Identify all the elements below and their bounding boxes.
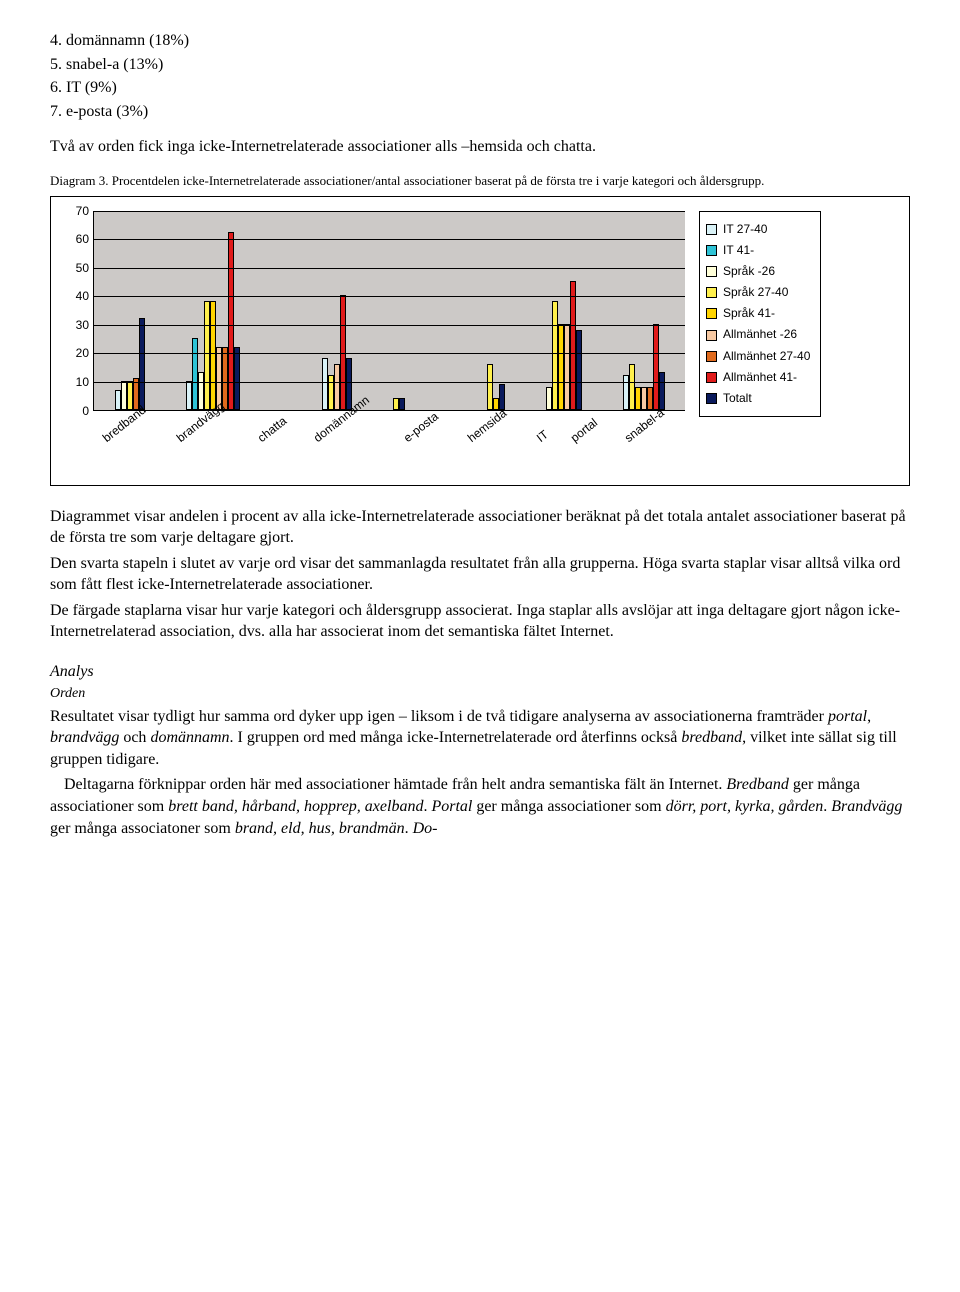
body-paragraph: Den svarta stapeln i slutet av varje ord… <box>50 553 910 596</box>
legend-swatch <box>706 224 717 235</box>
bar <box>234 347 240 410</box>
italic-term: Bredband <box>726 776 789 793</box>
list-item: 4. domännamn (18%) <box>50 30 910 52</box>
chart-plot <box>93 211 685 411</box>
italic-term: brett band, hårband, hopprep, axelband <box>168 798 423 815</box>
x-tick-label: hemsida <box>464 405 534 477</box>
bar-group <box>186 232 240 409</box>
italic-term: Brandvägg <box>831 798 902 815</box>
x-tick-label: bredband <box>99 401 173 476</box>
legend-label: IT 41- <box>723 241 754 260</box>
legend-swatch <box>706 393 717 404</box>
y-tick-label: 50 <box>65 260 89 276</box>
italic-term: brand, eld, hus, brandmän <box>235 820 405 837</box>
bar-group <box>393 398 405 409</box>
y-tick-label: 60 <box>65 231 89 247</box>
legend-item: Allmänhet -26 <box>706 325 810 344</box>
legend-item: IT 41- <box>706 241 810 260</box>
analysis-paragraph: Resultatet visar tydligt hur samma ord d… <box>50 706 910 771</box>
grid-line <box>94 239 685 240</box>
italic-term: brandvägg <box>50 729 119 746</box>
legend-label: Språk 27-40 <box>723 283 788 302</box>
legend-swatch <box>706 372 717 383</box>
text: ger många associatoner som <box>50 820 235 837</box>
text: . <box>405 820 413 837</box>
analysis-paragraph: Deltagarna förknippar orden här med asso… <box>50 774 910 839</box>
chart-area: 010203040506070 bredbandbrandväggchattad… <box>65 211 685 471</box>
legend-label: IT 27-40 <box>723 220 767 239</box>
grid-line <box>94 325 685 326</box>
text: Deltagarna förknippar orden här med asso… <box>64 776 726 793</box>
legend-label: Totalt <box>723 389 752 408</box>
text: och <box>119 729 150 746</box>
list-item: 5. snabel-a (13%) <box>50 54 910 76</box>
italic-term: portal <box>828 708 867 725</box>
chart-caption: Diagram 3. Procentdelen icke-Internetrel… <box>50 172 910 190</box>
bar-group <box>546 281 582 410</box>
text: Resultatet visar tydligt hur samma ord d… <box>50 708 828 725</box>
y-tick-label: 20 <box>65 345 89 361</box>
legend-item: Totalt <box>706 389 810 408</box>
chart-legend: IT 27-40 IT 41- Språk -26 Språk 27-40 Språk … <box>699 211 821 418</box>
text: ger många associationer som <box>472 798 665 815</box>
legend-label: Språk -26 <box>723 262 775 281</box>
legend-label: Allmänhet -26 <box>723 325 797 344</box>
legend-item: Språk 41- <box>706 304 810 323</box>
bar <box>399 398 405 409</box>
body-paragraph: Diagrammet visar andelen i procent av al… <box>50 506 910 549</box>
grid-line <box>94 211 685 212</box>
italic-term: Portal <box>431 798 472 815</box>
x-tick-label: portal <box>568 414 626 477</box>
text: . I gruppen ord med många icke-Internetr… <box>230 729 682 746</box>
bar-group <box>487 364 505 410</box>
legend-item: IT 27-40 <box>706 220 810 239</box>
sub-heading: Orden <box>50 685 910 704</box>
legend-label: Språk 41- <box>723 304 775 323</box>
italic-term: bredband <box>681 729 742 746</box>
grid-line <box>94 296 685 297</box>
grid-line <box>94 353 685 354</box>
intro-paragraph: Två av orden fick inga icke-Internetrela… <box>50 136 910 158</box>
bar <box>139 318 145 409</box>
y-tick-label: 40 <box>65 288 89 304</box>
legend-label: Allmänhet 41- <box>723 368 797 387</box>
legend-item: Språk 27-40 <box>706 283 810 302</box>
section-heading: Analys <box>50 661 910 683</box>
legend-swatch <box>706 308 717 319</box>
list-item: 7. e-posta (3%) <box>50 101 910 123</box>
italic-term: dörr, port, kyrka, gården <box>666 798 824 815</box>
chart-container: 0 10 20 30 40 50 60 70 bredbandbrandväggchattad… <box>50 196 910 486</box>
legend-swatch <box>706 266 717 277</box>
grid-line <box>94 268 685 269</box>
italic-term: Do- <box>413 820 438 837</box>
legend-label: Allmänhet 27-40 <box>723 347 810 366</box>
bar-group <box>623 324 665 410</box>
y-tick-label: 10 <box>65 374 89 390</box>
x-axis-labels: bredbandbrandväggchattadomännamne-postah… <box>93 415 685 471</box>
legend-item: Allmänhet 27-40 <box>706 347 810 366</box>
legend-swatch <box>706 351 717 362</box>
bar <box>576 330 582 410</box>
x-tick-label: chatta <box>254 412 314 476</box>
legend-item: Allmänhet 41- <box>706 368 810 387</box>
y-tick-label: 30 <box>65 317 89 333</box>
legend-item: Språk -26 <box>706 262 810 281</box>
list-item: 6. IT (9%) <box>50 77 910 99</box>
text: , <box>867 708 871 725</box>
y-tick-label: 70 <box>65 202 89 218</box>
legend-swatch <box>706 287 717 298</box>
body-paragraph: De färgade staplarna visar hur varje kat… <box>50 600 910 643</box>
bar <box>659 372 665 409</box>
bar-group <box>115 318 145 409</box>
bar-groups <box>94 211 685 410</box>
x-tick-label: snabel-a <box>621 404 692 476</box>
grid-line <box>94 382 685 383</box>
italic-term: domännamn <box>150 729 229 746</box>
legend-swatch <box>706 330 717 341</box>
x-tick-label: e-posta <box>401 408 467 477</box>
y-tick-label: 0 <box>65 402 89 418</box>
legend-swatch <box>706 245 717 256</box>
